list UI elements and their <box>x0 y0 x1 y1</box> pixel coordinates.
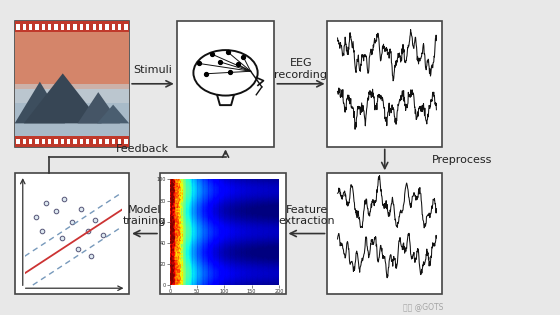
Bar <box>111 24 115 30</box>
Bar <box>54 24 58 30</box>
FancyBboxPatch shape <box>15 21 129 146</box>
Bar <box>41 24 45 30</box>
Bar <box>15 89 129 136</box>
Bar <box>111 139 115 144</box>
Bar <box>105 24 109 30</box>
Bar <box>105 139 109 144</box>
Bar <box>15 84 129 103</box>
Text: Feature
extraction: Feature extraction <box>278 204 335 226</box>
Bar <box>35 139 39 144</box>
Bar <box>67 139 71 144</box>
Bar <box>15 21 129 32</box>
Bar <box>118 139 122 144</box>
Bar <box>80 24 83 30</box>
Bar <box>48 139 52 144</box>
Text: EEG
recording: EEG recording <box>274 58 328 80</box>
Bar <box>67 24 71 30</box>
FancyBboxPatch shape <box>328 173 442 294</box>
Bar <box>16 24 20 30</box>
FancyBboxPatch shape <box>176 21 274 146</box>
Bar <box>16 139 20 144</box>
Polygon shape <box>78 92 120 123</box>
FancyBboxPatch shape <box>328 21 442 146</box>
Polygon shape <box>24 73 102 123</box>
Bar <box>73 24 77 30</box>
Bar <box>99 139 102 144</box>
Bar <box>54 139 58 144</box>
Polygon shape <box>15 82 65 123</box>
Bar <box>22 24 26 30</box>
Bar <box>15 136 129 146</box>
Bar <box>99 24 102 30</box>
Bar <box>124 139 128 144</box>
Bar <box>22 139 26 144</box>
Bar <box>118 24 122 30</box>
Bar <box>41 139 45 144</box>
Bar <box>80 139 83 144</box>
Bar <box>48 24 52 30</box>
Bar <box>92 24 96 30</box>
FancyBboxPatch shape <box>160 173 286 294</box>
FancyBboxPatch shape <box>15 173 129 294</box>
Bar <box>124 24 128 30</box>
Text: Stimuli: Stimuli <box>133 65 172 75</box>
Bar <box>92 139 96 144</box>
Text: 知乎 @GOTS: 知乎 @GOTS <box>403 302 444 311</box>
Bar <box>86 24 90 30</box>
Polygon shape <box>97 105 129 123</box>
Bar <box>60 139 64 144</box>
Text: Feedback: Feedback <box>116 144 169 154</box>
Bar <box>29 139 32 144</box>
Bar <box>60 24 64 30</box>
Bar <box>35 24 39 30</box>
Text: Preprocess: Preprocess <box>432 155 493 165</box>
Bar <box>73 139 77 144</box>
Bar <box>15 32 129 89</box>
Text: Model
training: Model training <box>123 204 166 226</box>
Bar <box>86 139 90 144</box>
Bar <box>29 24 32 30</box>
